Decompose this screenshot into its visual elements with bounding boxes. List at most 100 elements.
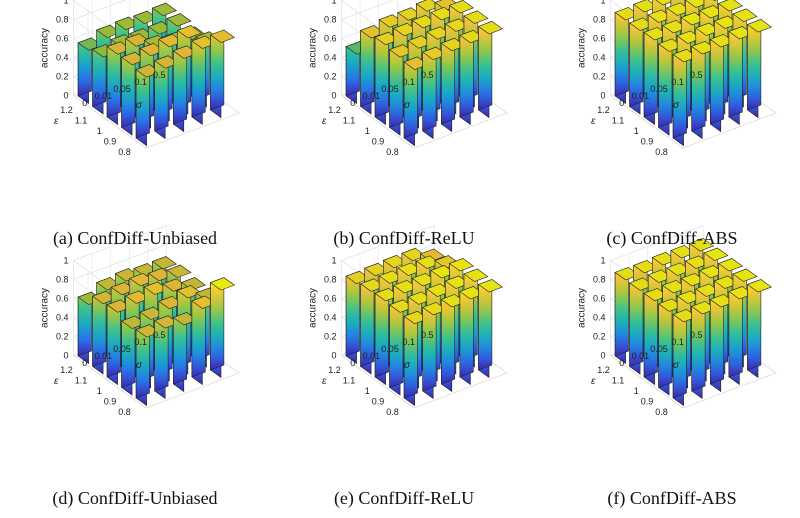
panel-2: 00.20.40.60.81accuracy0.80.911.11.2ε00.0… — [577, 0, 777, 157]
eps-tick-label: 0.9 — [104, 396, 117, 406]
bar — [643, 26, 669, 126]
bar-top — [732, 268, 758, 282]
bar-front-face — [459, 29, 474, 118]
eps-tick-label: 1.1 — [612, 375, 625, 385]
eps-tick-label: 1.2 — [60, 105, 73, 115]
bar — [728, 286, 754, 386]
bar-top — [463, 10, 489, 24]
y-tick-label: 1 — [600, 0, 605, 6]
eps-tick-label: 1.1 — [343, 115, 356, 125]
bar — [403, 310, 429, 407]
y-tick-label: 0.4 — [56, 313, 69, 323]
bar — [691, 300, 717, 400]
bar-top — [448, 0, 475, 14]
eps-tick-label: 0.8 — [655, 407, 668, 417]
caption-e: (e) ConfDiff-ReLU — [333, 488, 475, 508]
bar — [154, 315, 180, 400]
sigma-tick-label: 0.5 — [690, 70, 703, 80]
bar-top — [717, 258, 744, 272]
sigma-tick-label: 0.5 — [153, 70, 166, 80]
bar — [106, 41, 132, 126]
sigma-tick-label: 0.1 — [402, 77, 415, 87]
sigma-tick-label: 0.05 — [381, 84, 399, 94]
bar — [440, 37, 466, 133]
bar-front-face — [422, 301, 437, 392]
y-axis-label: accuracy — [40, 288, 51, 328]
bar-top — [746, 19, 773, 33]
sigma-tick-label: 0.05 — [113, 344, 131, 354]
sigma-tick-label: 0.01 — [363, 351, 381, 361]
y-tick-label: 0.2 — [593, 72, 606, 82]
y-axis-label: accuracy — [308, 288, 319, 328]
y-tick-label: 0.8 — [593, 15, 606, 25]
bar — [345, 41, 371, 105]
bar — [191, 295, 217, 386]
bar — [403, 56, 429, 147]
bar — [709, 293, 735, 393]
eps-tick-label: 1 — [365, 386, 370, 396]
panel-0: 00.20.40.60.81accuracy0.80.911.11.2ε00.0… — [40, 0, 240, 157]
sigma-axis-label: σ — [673, 360, 680, 371]
bar — [120, 51, 147, 136]
bar — [191, 35, 217, 126]
sigma-tick-label: 0 — [350, 358, 355, 368]
bar-front-face — [440, 37, 456, 125]
bar — [746, 279, 773, 379]
eps-tick-label: 1.1 — [343, 375, 356, 385]
y-tick-label: 0 — [331, 351, 336, 361]
y-tick-label: 0 — [331, 91, 336, 101]
y-tick-label: 0.6 — [56, 294, 69, 304]
y-tick-label: 0.6 — [593, 34, 606, 44]
y-tick-label: 0.8 — [324, 275, 337, 285]
bar-top — [703, 247, 729, 261]
bar — [172, 45, 198, 133]
bar — [459, 286, 485, 386]
eps-tick-label: 0.9 — [641, 396, 654, 406]
y-tick-label: 0.6 — [593, 294, 606, 304]
eps-tick-label: 0.8 — [655, 147, 668, 157]
bar — [628, 277, 655, 375]
eps-tick-label: 0.9 — [372, 396, 385, 406]
bar — [477, 20, 504, 119]
bar-top — [180, 277, 207, 291]
sigma-tick-label: 0 — [82, 98, 87, 108]
caption-a: (a) ConfDiff-Unbiased — [52, 228, 218, 248]
bar-top — [463, 268, 489, 282]
bar-front-face — [691, 300, 706, 392]
bar — [422, 46, 448, 140]
y-tick-label: 0.4 — [56, 53, 69, 63]
bars — [345, 0, 504, 147]
eps-tick-label: 1.1 — [75, 375, 88, 385]
bar-front-face — [643, 287, 658, 378]
bar-front-face — [614, 6, 629, 97]
bar-top — [166, 264, 192, 278]
bar — [728, 26, 754, 126]
eps-tick-label: 1.2 — [597, 105, 610, 115]
y-axis-label: accuracy — [40, 28, 51, 68]
bar-top — [209, 277, 236, 291]
caption-c: (c) ConfDiff-ABS — [606, 228, 738, 248]
eps-tick-label: 1.2 — [328, 365, 341, 375]
bar-front-face — [403, 310, 418, 399]
bar-front-face — [614, 266, 629, 357]
bar — [172, 312, 198, 393]
bar-front-face — [747, 279, 762, 371]
eps-tick-label: 0.9 — [372, 136, 385, 146]
bar-top — [151, 2, 178, 17]
sigma-tick-label: 0.5 — [421, 330, 434, 340]
y-axis-label: accuracy — [308, 28, 319, 68]
sigma-tick-label: 0 — [350, 98, 355, 108]
bar — [628, 17, 655, 115]
bars — [614, 237, 773, 407]
bar — [709, 33, 735, 133]
y-tick-label: 0.2 — [324, 72, 337, 82]
bar — [209, 277, 236, 379]
y-tick-label: 0 — [600, 351, 605, 361]
sigma-tick-label: 0.05 — [650, 84, 668, 94]
bar-top — [688, 238, 715, 252]
bar — [614, 266, 640, 365]
bar — [209, 29, 236, 119]
y-tick-label: 0.6 — [56, 34, 69, 44]
